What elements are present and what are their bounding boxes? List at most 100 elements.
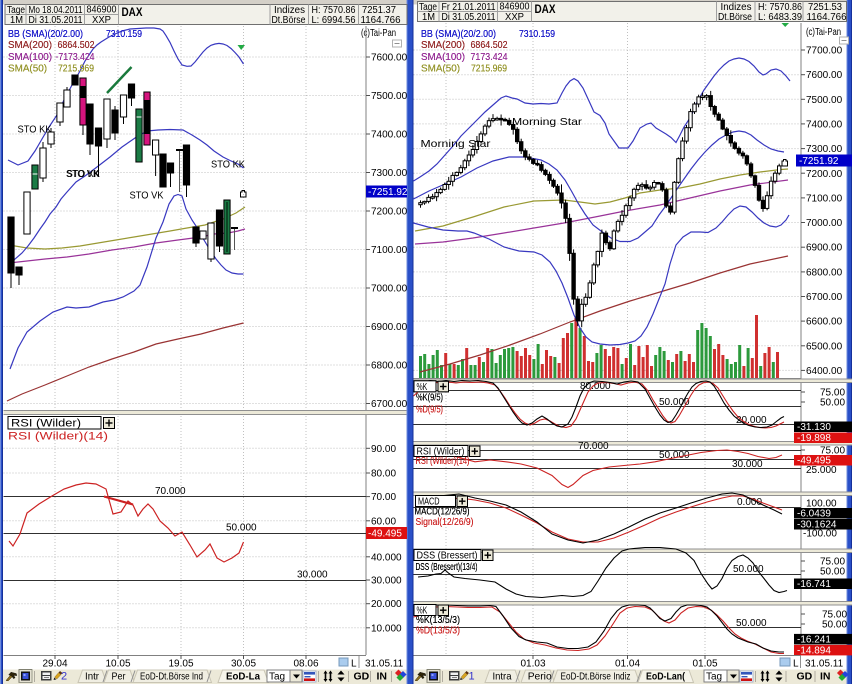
svg-text:7215.969: 7215.969	[58, 63, 94, 75]
svg-text:7215.969: 7215.969	[471, 63, 507, 75]
svg-text:%K(13/5/3): %K(13/5/3)	[416, 614, 460, 626]
svg-text:1M: 1M	[422, 12, 435, 23]
svg-text:-19.898: -19.898	[797, 433, 831, 444]
svg-text:Per: Per	[112, 671, 126, 683]
svg-text:Morning Star: Morning Star	[512, 116, 583, 128]
svg-text:7100.00: 7100.00	[371, 245, 408, 256]
svg-text:L: 6994.56: L: 6994.56	[312, 15, 356, 26]
svg-text:Tag: Tag	[706, 672, 722, 683]
svg-text:Signal(12/26/9): Signal(12/26/9)	[416, 516, 474, 528]
svg-text:10.05: 10.05	[105, 659, 130, 670]
svg-text:20.000: 20.000	[371, 599, 402, 610]
svg-text:BB (SMA)(20/2.00): BB (SMA)(20/2.00)	[8, 28, 83, 40]
svg-text:SMA(200): SMA(200)	[8, 39, 52, 51]
svg-text:IN: IN	[820, 671, 831, 683]
svg-text:7215.969: 7215.969	[58, 63, 94, 75]
svg-text:%K: %K	[417, 606, 428, 617]
svg-text:%K: %K	[417, 382, 428, 393]
svg-text:MACD(12/26/9): MACD(12/26/9)	[415, 506, 470, 518]
svg-text:MACD(12/26/9): MACD(12/26/9)	[415, 506, 470, 518]
svg-text:MACD: MACD	[418, 497, 440, 508]
svg-text:7173.424: 7173.424	[471, 51, 508, 63]
svg-text:50.000: 50.000	[733, 564, 764, 575]
svg-text:70.00: 70.00	[371, 492, 396, 503]
svg-text:6900.00: 6900.00	[806, 243, 843, 254]
svg-text:Indizes: Indizes	[721, 2, 752, 13]
svg-text:Perio: Perio	[528, 671, 552, 683]
svg-text:6700.00: 6700.00	[806, 292, 843, 303]
svg-text:Dt.Börse: Dt.Börse	[718, 12, 752, 23]
svg-text:1M: 1M	[10, 15, 23, 26]
svg-text:STO KK: STO KK	[67, 168, 100, 180]
svg-text:01.03: 01.03	[520, 659, 545, 670]
svg-text:846900: 846900	[500, 2, 530, 13]
svg-text:RSI (Wilder): RSI (Wilder)	[11, 418, 81, 430]
svg-text:Mo 18.04.2011: Mo 18.04.2011	[29, 5, 83, 16]
svg-text:SMA(200): SMA(200)	[8, 39, 52, 51]
svg-text:DSS (Bressert)(13/4): DSS (Bressert)(13/4)	[416, 561, 478, 573]
svg-text:7300.00: 7300.00	[371, 168, 408, 179]
svg-text:6500.00: 6500.00	[806, 341, 843, 352]
svg-text:7500.00: 7500.00	[806, 95, 843, 106]
svg-text:7600.00: 7600.00	[806, 70, 843, 81]
svg-text:90.00: 90.00	[371, 444, 396, 455]
svg-text:6864.502: 6864.502	[471, 39, 508, 51]
svg-text:6400.00: 6400.00	[806, 366, 843, 377]
svg-text:6864.502: 6864.502	[471, 39, 508, 51]
svg-text:-49.495: -49.495	[368, 529, 402, 540]
svg-text:1: 1	[469, 671, 475, 683]
svg-text:SMA(200): SMA(200)	[8, 39, 52, 51]
svg-text:DAX: DAX	[535, 2, 556, 16]
svg-text:BB (SMA)(20/2.00): BB (SMA)(20/2.00)	[421, 28, 496, 40]
svg-text:SMA(50): SMA(50)	[421, 63, 460, 75]
svg-text:846900: 846900	[87, 5, 117, 16]
svg-text:Indizes: Indizes	[274, 5, 305, 16]
svg-text:Intr: Intr	[85, 671, 99, 683]
svg-text:19.05: 19.05	[168, 659, 193, 670]
svg-text:7000.00: 7000.00	[806, 218, 843, 229]
svg-text:01.04: 01.04	[615, 659, 640, 670]
svg-text:STO VK: STO VK	[130, 190, 164, 202]
svg-text:SMA(50): SMA(50)	[8, 63, 47, 75]
svg-text:DAX: DAX	[122, 5, 143, 19]
svg-text:EoD-Dt.Börse Ind: EoD-Dt.Börse Ind	[140, 671, 203, 683]
svg-text:-16.241: -16.241	[797, 634, 831, 645]
svg-text:75.00: 75.00	[820, 446, 845, 457]
svg-text:-6.0439: -6.0439	[797, 509, 831, 520]
svg-text:75.00: 75.00	[820, 557, 845, 568]
svg-text:H: 7570.86: H: 7570.86	[758, 2, 802, 13]
svg-text:7200.00: 7200.00	[371, 207, 408, 218]
svg-text:7215.969: 7215.969	[471, 63, 507, 75]
svg-text:7173.424: 7173.424	[471, 51, 508, 63]
svg-text:SMA(200): SMA(200)	[421, 39, 465, 51]
svg-text:-7251.92: -7251.92	[799, 156, 839, 167]
svg-text:20.000: 20.000	[736, 415, 767, 426]
svg-text:Tag: Tag	[269, 672, 285, 683]
svg-text:H: 7570.86: H: 7570.86	[312, 5, 356, 16]
svg-text:Di 31.05.2011: Di 31.05.2011	[29, 15, 83, 26]
svg-text:Intra: Intra	[493, 671, 512, 683]
svg-text:(c)Tai-Pan: (c)Tai-Pan	[361, 28, 396, 39]
svg-text:30.05: 30.05	[231, 659, 256, 670]
svg-text:7215.969: 7215.969	[58, 63, 94, 75]
svg-text:50.00: 50.00	[822, 619, 847, 630]
svg-text:SMA(100): SMA(100)	[8, 51, 52, 63]
svg-text:RSI (Wilder): RSI (Wilder)	[417, 447, 465, 458]
svg-text:50.000: 50.000	[659, 397, 690, 408]
svg-text:75.00: 75.00	[820, 388, 845, 399]
svg-text:80.00: 80.00	[371, 469, 396, 480]
svg-text:7215.969: 7215.969	[471, 63, 507, 75]
svg-text:-30.1624: -30.1624	[797, 520, 837, 531]
svg-text:6864.502: 6864.502	[58, 39, 95, 51]
svg-text:6700.00: 6700.00	[371, 399, 408, 410]
svg-text:75.00: 75.00	[822, 610, 847, 621]
svg-text:Signal(12/26/9): Signal(12/26/9)	[416, 516, 474, 528]
svg-text:%K(9/5): %K(9/5)	[416, 392, 443, 404]
svg-text:6864.502: 6864.502	[58, 39, 95, 51]
svg-text:50.000: 50.000	[226, 523, 257, 534]
svg-text:50.00: 50.00	[820, 398, 845, 409]
svg-text:DSS (Bressert): DSS (Bressert)	[417, 551, 478, 562]
svg-text:-7251.92: -7251.92	[368, 187, 408, 198]
svg-text:%K(13/5/3): %K(13/5/3)	[416, 614, 460, 626]
svg-text:7310.159: 7310.159	[519, 28, 555, 40]
